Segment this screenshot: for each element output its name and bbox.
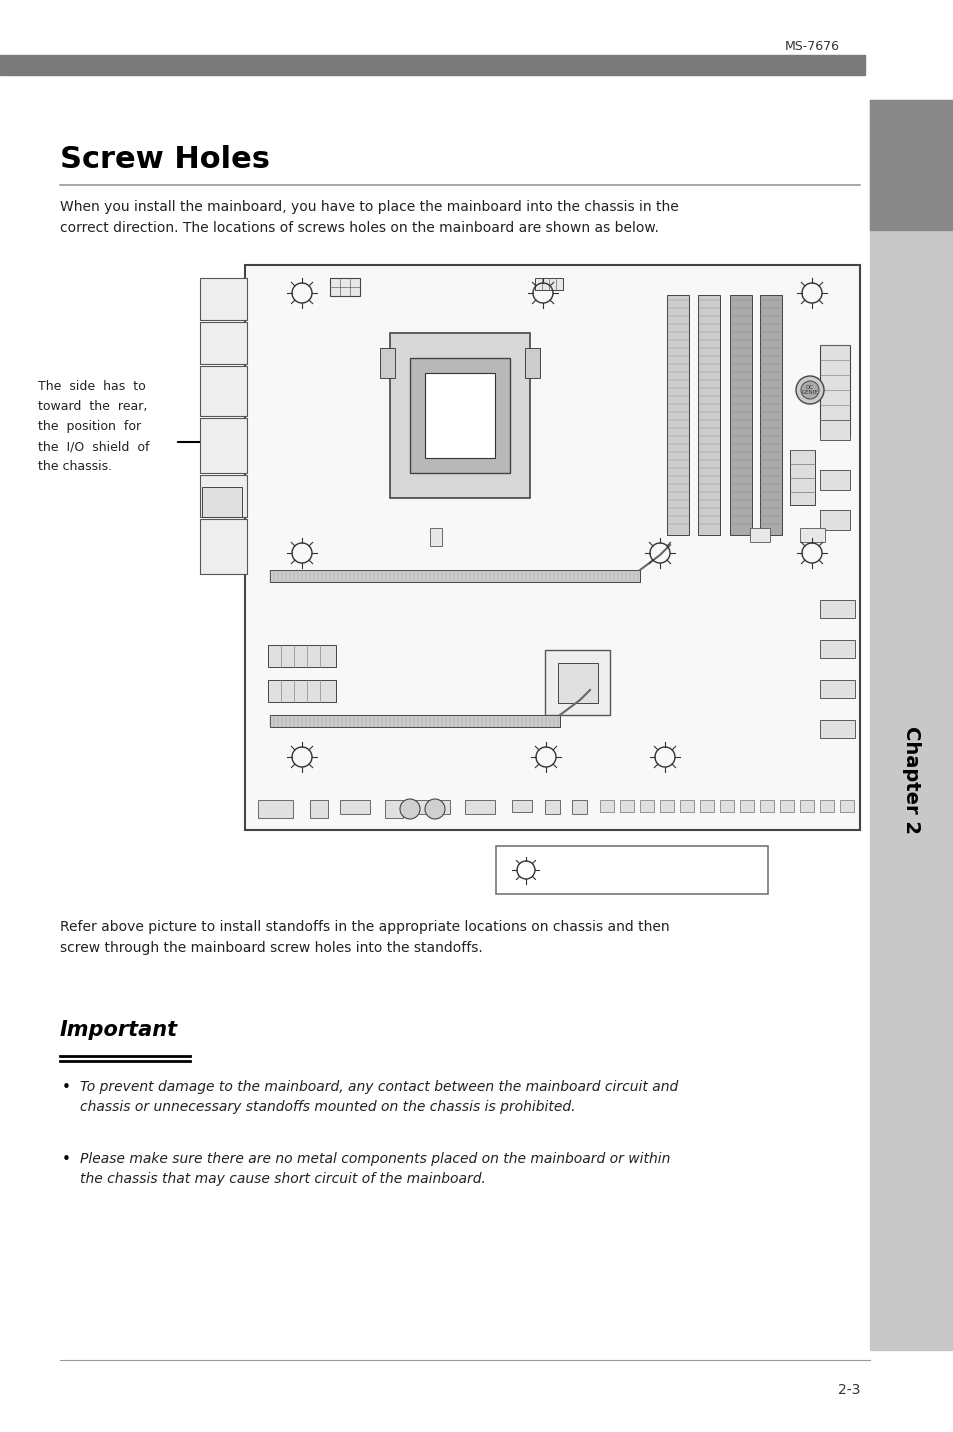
Circle shape (424, 799, 444, 819)
FancyBboxPatch shape (496, 846, 767, 894)
Bar (245, 265, 859, 831)
Circle shape (801, 381, 818, 400)
Bar (720, 800, 733, 812)
Text: 2-3: 2-3 (837, 1383, 859, 1398)
Bar (869, 100, 953, 231)
Circle shape (399, 799, 419, 819)
Bar (270, 570, 639, 581)
Bar (464, 800, 495, 813)
Bar (572, 800, 586, 813)
Bar (410, 358, 510, 473)
Bar (729, 295, 751, 536)
Bar (202, 487, 242, 517)
Text: The  side  has  to
toward  the  rear,
the  position  for
the  I/O  shield  of
th: The side has to toward the rear, the pos… (38, 379, 150, 473)
Text: MS-7676: MS-7676 (784, 40, 840, 53)
Bar (599, 800, 614, 812)
Bar (379, 348, 395, 378)
Bar (760, 800, 773, 812)
Bar (666, 295, 688, 536)
Bar (780, 800, 793, 812)
Bar (385, 800, 402, 818)
Bar (544, 800, 559, 813)
Text: Screw Holes: Screw Holes (60, 145, 270, 175)
Bar (740, 800, 753, 812)
Text: OC
GENIE: OC GENIE (801, 385, 818, 395)
Bar (268, 644, 335, 667)
Bar (820, 640, 854, 657)
Bar (200, 475, 247, 517)
Text: Important: Important (60, 1020, 178, 1040)
Bar (558, 663, 598, 703)
Text: •: • (62, 1151, 71, 1167)
Bar (270, 715, 559, 727)
Bar (415, 800, 450, 813)
Bar (800, 528, 824, 541)
Bar (820, 720, 854, 737)
Bar (820, 345, 849, 435)
Bar (330, 278, 359, 296)
Text: •: • (62, 1080, 71, 1095)
Bar (639, 800, 654, 812)
Bar (619, 800, 634, 812)
Bar (200, 418, 247, 473)
Circle shape (795, 377, 823, 404)
Bar (820, 510, 849, 530)
Bar (820, 800, 833, 812)
Bar (820, 470, 849, 490)
Text: Screw holes: Screw holes (578, 862, 669, 878)
Bar (535, 278, 562, 291)
Bar (257, 800, 293, 818)
Bar (820, 420, 849, 440)
Bar (430, 528, 441, 546)
Bar (310, 800, 328, 818)
Bar (700, 800, 713, 812)
Bar (659, 800, 673, 812)
Bar (390, 334, 530, 498)
Bar (698, 295, 720, 536)
Bar (512, 800, 532, 812)
Text: Please make sure there are no metal components placed on the mainboard or within: Please make sure there are no metal comp… (80, 1151, 670, 1186)
Bar (679, 800, 693, 812)
Bar (820, 600, 854, 619)
Bar (200, 322, 247, 364)
Bar (339, 800, 370, 813)
Bar (268, 680, 335, 702)
Bar (424, 372, 495, 458)
Bar (840, 800, 853, 812)
Bar (524, 348, 539, 378)
Bar (749, 528, 769, 541)
Bar (544, 650, 609, 715)
Bar (820, 680, 854, 697)
Bar (0, 54, 864, 74)
Bar (789, 450, 814, 505)
Text: To prevent damage to the mainboard, any contact between the mainboard circuit an: To prevent damage to the mainboard, any … (80, 1080, 678, 1114)
Bar (869, 100, 953, 1350)
Bar (200, 278, 247, 319)
Text: Refer above picture to install standoffs in the appropriate locations on chassis: Refer above picture to install standoffs… (60, 919, 669, 955)
Text: When you install the mainboard, you have to place the mainboard into the chassis: When you install the mainboard, you have… (60, 200, 678, 235)
Bar (200, 367, 247, 417)
Bar (760, 295, 781, 536)
Text: Chapter 2: Chapter 2 (902, 726, 921, 833)
Bar (200, 518, 247, 574)
Bar (800, 800, 813, 812)
